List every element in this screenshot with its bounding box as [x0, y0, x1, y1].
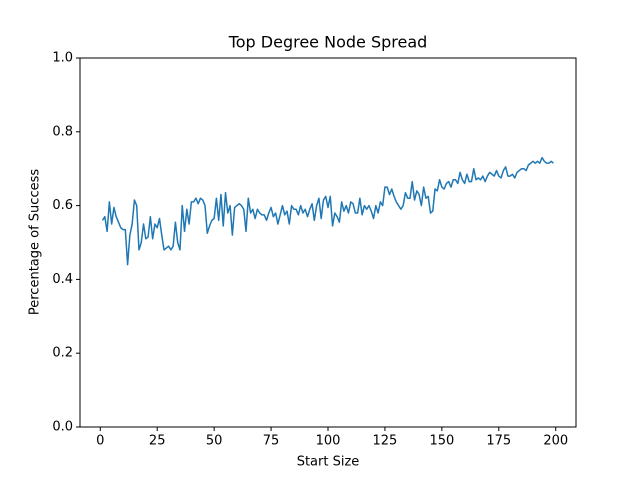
x-tick-label: 100	[316, 434, 341, 449]
x-tick-label: 150	[429, 434, 454, 449]
x-tick-label: 200	[543, 434, 568, 449]
y-tick-label: 0.8	[52, 124, 73, 139]
y-axis-label: Percentage of Success	[28, 169, 43, 315]
x-tick-label: 0	[96, 434, 104, 449]
x-tick-label: 50	[206, 434, 223, 449]
x-axis-label: Start Size	[297, 455, 360, 470]
y-tick-label: 0.6	[52, 198, 73, 213]
x-tick-label: 175	[486, 434, 511, 449]
y-tick-label: 0.2	[52, 346, 73, 361]
data-line	[101, 156, 554, 266]
x-tick-label: 125	[373, 434, 398, 449]
plot-frame	[79, 57, 577, 428]
x-tick-label: 75	[263, 434, 280, 449]
chart-title: Top Degree Node Spread	[228, 33, 428, 52]
y-tick-label: 1.0	[52, 51, 73, 66]
x-tick-label: 25	[149, 434, 166, 449]
y-tick-label: 0.0	[52, 420, 73, 435]
y-tick-label: 0.4	[52, 272, 73, 287]
